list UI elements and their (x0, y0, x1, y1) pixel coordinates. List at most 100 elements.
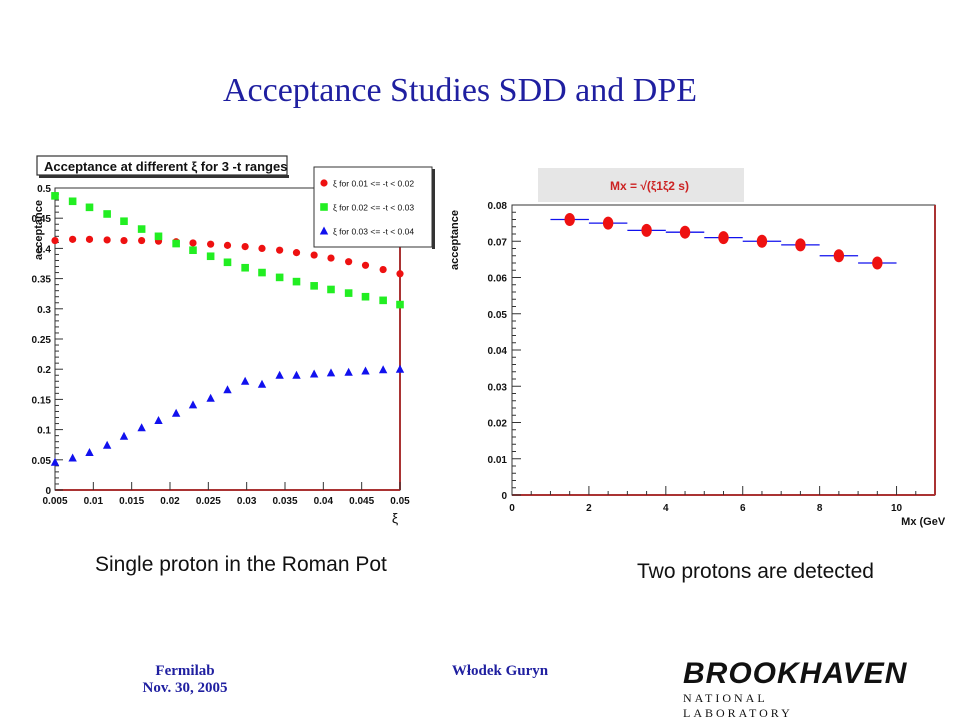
data-point-series-2 (137, 225, 146, 233)
data-point-series-3 (257, 379, 267, 388)
x-tick-label: 4 (663, 503, 669, 514)
y-tick-label: 0.2 (37, 365, 51, 376)
data-point-series-1 (51, 236, 59, 245)
data-point-series-2 (379, 296, 387, 305)
x-tick-label: 0.045 (349, 496, 374, 507)
x-axis-label: Mx (GeV) (901, 516, 945, 528)
chart-title: Acceptance at different ξ for 3 -t range… (44, 159, 287, 174)
legend-entry-3: ξ for 0.03 <= -t < 0.04 (333, 227, 414, 237)
data-point (756, 234, 768, 248)
caption-right: Two protons are detected (637, 560, 874, 583)
y-tick-label: 0.35 (32, 275, 52, 286)
y-tick-label: 0.5 (37, 184, 51, 195)
data-point-series-3 (309, 369, 319, 378)
x-tick-label: 0.02 (160, 496, 180, 507)
data-point-series-1 (189, 239, 197, 247)
data-point-series-2 (103, 210, 111, 218)
y-tick-label: 0.03 (488, 382, 508, 393)
y-tick-label: 0.04 (488, 346, 508, 357)
data-point-series-1 (292, 249, 301, 257)
caption-left: Single proton in the Roman Pot (95, 553, 387, 576)
y-tick-label: 0.45 (32, 214, 52, 225)
data-point-series-1 (120, 236, 128, 245)
data-point-series-2 (120, 217, 128, 226)
data-point (602, 216, 614, 230)
footer-date: Nov. 30, 2005 (142, 680, 228, 696)
data-point-series-1 (85, 235, 94, 243)
data-point-series-2 (275, 273, 284, 282)
data-point-series-3 (50, 457, 60, 466)
y-tick-label: 0.4 (37, 244, 51, 255)
data-point-series-2 (258, 268, 266, 277)
data-point (872, 256, 883, 270)
left-chart: Acceptance at different ξ for 3 -t range… (32, 155, 435, 526)
data-point (679, 225, 691, 239)
y-tick-label: 0.01 (488, 455, 508, 466)
legend-marker-1 (320, 179, 328, 187)
data-point-series-2 (68, 197, 77, 206)
x-axis-label: ξ (392, 510, 398, 526)
logo-subtitle: NATIONAL LABORATORY (683, 691, 793, 720)
data-point-series-3 (188, 400, 198, 409)
data-point-series-1 (223, 241, 232, 249)
data-point-series-3 (119, 431, 129, 440)
data-point-series-1 (258, 244, 266, 252)
data-point (795, 238, 806, 252)
data-point-series-3 (326, 368, 336, 377)
slide-title: Acceptance Studies SDD and DPE (222, 72, 697, 109)
data-point-series-3 (102, 440, 112, 449)
data-point-series-2 (241, 263, 249, 272)
legend-shadow (432, 169, 435, 249)
data-point-series-2 (154, 232, 163, 241)
data-point-series-1 (379, 265, 387, 274)
data-point-series-1 (327, 254, 335, 262)
x-tick-label: 0.01 (84, 496, 104, 507)
data-point-series-3 (395, 364, 405, 373)
data-point-series-3 (171, 408, 181, 417)
legend-marker-2 (320, 203, 328, 211)
legend-marker-3 (319, 226, 329, 235)
right-chart: Mx = √(ξ1ξ2 s) 0 0.01 0.02 0.03 0.04 0.05 0.06 0… (450, 168, 945, 528)
x-tick-label: 0.035 (272, 496, 297, 507)
y-tick-label: 0.06 (488, 274, 508, 285)
y-tick-label: 0 (501, 491, 507, 502)
legend-entry-2: ξ for 0.02 <= -t < 0.03 (333, 203, 414, 213)
x-tick-label: 0.04 (314, 496, 334, 507)
footer-venue: Fermilab Nov. 30, 2005 (120, 663, 250, 697)
legend-box (313, 166, 433, 248)
data-point-series-1 (138, 236, 146, 245)
y-tick-label: 0.15 (32, 395, 52, 406)
x-tick-label: 2 (586, 503, 592, 514)
y-tick-label: 0 (45, 486, 51, 497)
data-point-series-3 (206, 393, 215, 402)
x-tick-label: 0.025 (196, 496, 221, 507)
data-point-series-2 (327, 285, 335, 294)
data-point-series-3 (378, 365, 388, 374)
data-point-series-2 (344, 289, 353, 297)
footer-venue-name: Fermilab (155, 663, 215, 679)
data-point-series-2 (396, 300, 404, 309)
data-point-series-3 (275, 370, 284, 379)
y-tick-label: 0.1 (37, 426, 51, 437)
data-point-series-3 (344, 367, 353, 376)
data-point-series-3 (154, 416, 163, 425)
data-point-series-3 (240, 376, 250, 385)
data-point-series-2 (172, 239, 180, 248)
legend: ξ for 0.01 <= -t < 0.02 ξ for 0.02 <= -t … (313, 166, 435, 249)
data-point (564, 213, 575, 226)
logo-wordmark: BROOKHAVEN (683, 657, 908, 690)
data-point-series-1 (207, 240, 215, 248)
data-point-series-2 (189, 246, 197, 255)
data-point-series-2 (51, 192, 59, 200)
y-tick-label: 0.02 (488, 419, 508, 430)
y-tick-label: 0.07 (488, 237, 508, 248)
data-point-series-1 (69, 235, 77, 243)
x-tick-label: 10 (891, 503, 903, 514)
y-tick-label: 0.05 (488, 310, 508, 321)
data-point-series-3 (223, 385, 232, 394)
data-point-series-2 (85, 203, 94, 212)
y-axis-label: acceptance (33, 200, 45, 260)
y-tick-label: 0.05 (32, 456, 52, 467)
data-point (641, 223, 652, 237)
data-point-series-3 (361, 366, 370, 375)
